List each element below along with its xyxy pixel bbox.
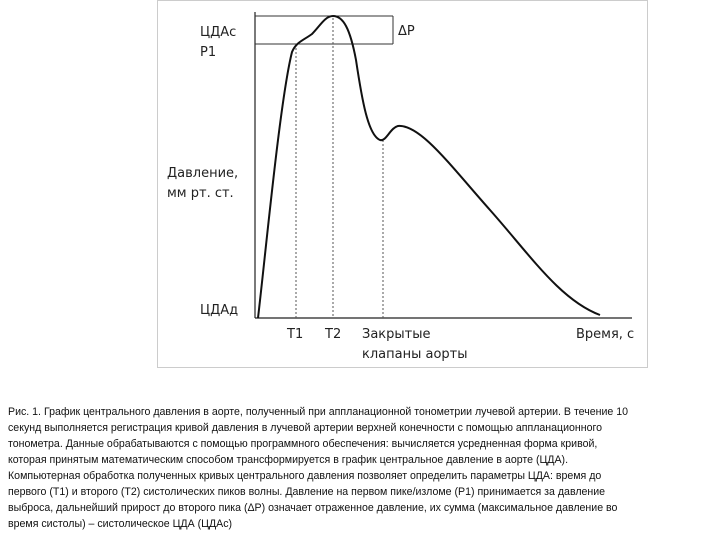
caption: Рис. 1. График центрального давления в а… [8, 404, 716, 532]
figure: ЦДАс Р1 ΔР Давление, мм рт. ст. ЦДАд Т1 … [157, 0, 648, 368]
figure-frame [157, 0, 648, 368]
label: ЦДАс [200, 25, 236, 40]
label: Давление, [167, 166, 238, 181]
caption-line: первого (Т1) и второго (Т2) систолически… [8, 486, 606, 498]
label: мм рт. ст. [167, 186, 234, 201]
caption-line: время систолы) – систолическое ЦДА (ЦДАс… [8, 518, 233, 530]
label: ЦДАд [200, 303, 238, 318]
caption-line: выброса, дальнейший прирост до второго п… [8, 502, 618, 514]
label: Т1 [286, 327, 303, 342]
label: Р1 [200, 45, 216, 60]
label: Закрытые [362, 327, 431, 342]
caption-line: Рис. 1. График центрального давления в а… [8, 406, 629, 418]
caption-line: Компьютерная обработка полученных кривых… [8, 470, 602, 482]
label: Т2 [324, 327, 341, 342]
label: ΔР [398, 24, 415, 39]
label: клапаны аорты [362, 347, 468, 362]
pressure-curve [257, 14, 601, 319]
caption-line: тонометра. Данные обрабатываются с помощ… [8, 438, 598, 450]
caption-line: секунд выполняется регистрация кривой да… [8, 422, 603, 434]
label: Время, с [576, 327, 634, 342]
caption-line: которая принятым математическим способом… [8, 454, 569, 466]
